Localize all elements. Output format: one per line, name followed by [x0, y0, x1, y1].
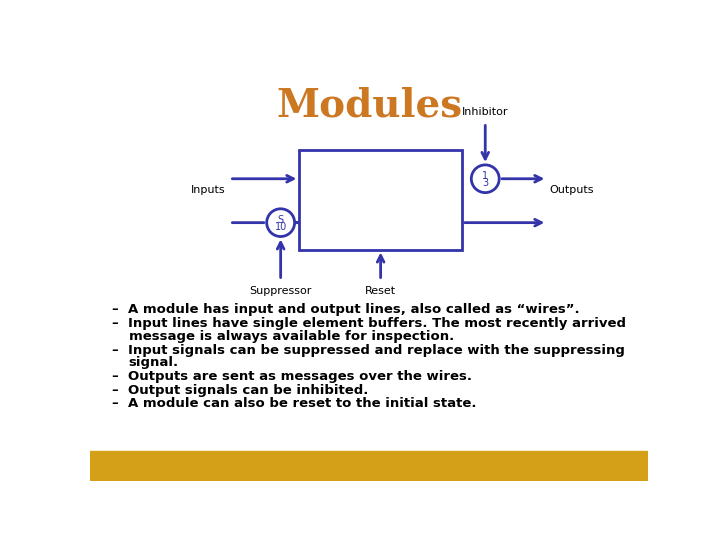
Text: 1: 1 — [482, 172, 488, 181]
Text: –  Output signals can be inhibited.: – Output signals can be inhibited. — [112, 383, 368, 396]
Text: Outputs: Outputs — [549, 185, 594, 195]
Text: –  Outputs are sent as messages over the wires.: – Outputs are sent as messages over the … — [112, 370, 472, 383]
Bar — [90, 451, 648, 481]
Text: 10: 10 — [274, 222, 287, 232]
Text: S: S — [278, 215, 284, 225]
Text: 3: 3 — [482, 178, 488, 188]
Bar — [300, 150, 462, 249]
Text: message is always available for inspection.: message is always available for inspecti… — [129, 330, 454, 343]
Text: Inhibitor: Inhibitor — [462, 107, 508, 117]
Text: –  Input signals can be suppressed and replace with the suppressing: – Input signals can be suppressed and re… — [112, 343, 624, 356]
Circle shape — [266, 209, 294, 237]
Circle shape — [472, 165, 499, 193]
Text: Inputs: Inputs — [191, 185, 225, 195]
Text: –  Input lines have single element buffers. The most recently arrived: – Input lines have single element buffer… — [112, 318, 626, 330]
Text: Modules: Modules — [276, 86, 462, 124]
Text: –  A module can also be reset to the initial state.: – A module can also be reset to the init… — [112, 397, 476, 410]
Text: Reset: Reset — [365, 286, 396, 296]
Text: Suppressor: Suppressor — [249, 286, 312, 296]
Text: signal.: signal. — [129, 356, 179, 369]
Text: –  A module has input and output lines, also called as “wires”.: – A module has input and output lines, a… — [112, 303, 580, 316]
